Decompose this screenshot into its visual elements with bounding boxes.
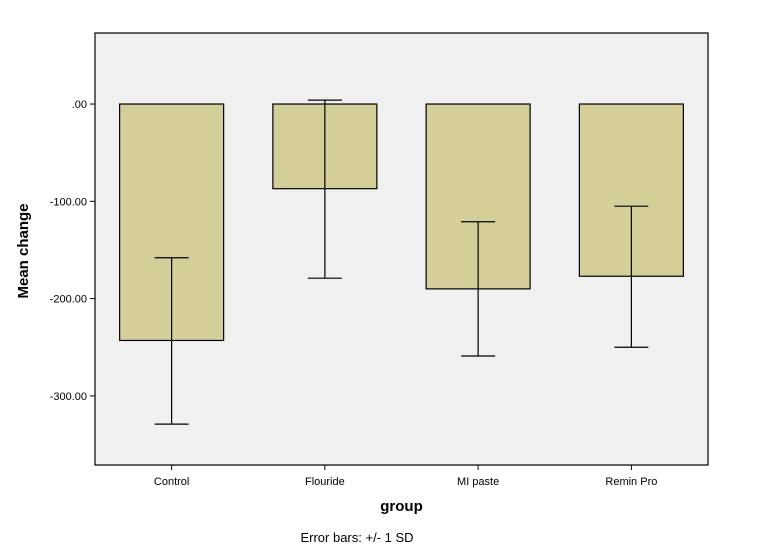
x-tick-label: Flouride (305, 476, 345, 488)
x-tick-label: MI paste (457, 476, 499, 488)
y-tick-label: -100.00 (50, 196, 87, 208)
y-tick-label: -300.00 (50, 391, 87, 403)
x-axis-tick-labels: Control Flouride MI paste Remin Pro (154, 465, 657, 488)
y-tick-label: .00 (72, 99, 87, 111)
error-bars (154, 99, 649, 425)
y-axis-ticks: .00 -100.00 -200.00 -300.00 (50, 99, 95, 403)
y-tick-label: -200.00 (50, 294, 87, 306)
error-bars-footnote: Error bars: +/- 1 SD (300, 530, 413, 545)
x-tick-label: Remin Pro (605, 476, 657, 488)
y-axis-title: Mean change (15, 203, 32, 298)
x-axis-title: group (380, 498, 423, 515)
x-tick-label: Control (154, 476, 189, 488)
